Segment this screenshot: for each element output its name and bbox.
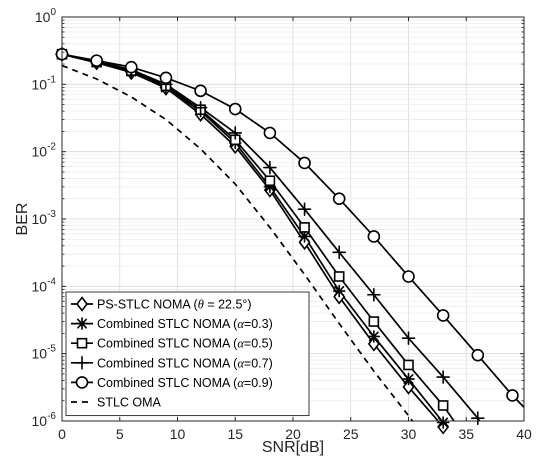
- legend-entry-6: STLC OMA: [97, 396, 162, 410]
- x-tick-label: 0: [58, 426, 66, 442]
- series-5-point: [471, 348, 485, 362]
- series-4-point: [228, 126, 243, 140]
- y-tick-label: 10-1: [32, 74, 57, 92]
- series-5-point: [506, 389, 519, 402]
- series-4-point: [332, 245, 346, 260]
- y-tick-label: 10-2: [32, 142, 57, 160]
- series-3-point: [403, 359, 414, 371]
- series-4-point: [193, 100, 208, 115]
- series-3-point: [437, 400, 449, 411]
- series-1-point: [367, 336, 380, 352]
- legend-marker-1: [75, 296, 89, 312]
- legend-entry-1: PS-STLC NOMA (θ = 22.5°): [97, 298, 252, 312]
- series-2-point: [298, 230, 311, 243]
- legend-marker-3: [76, 337, 88, 349]
- series-5-point: [332, 192, 346, 206]
- y-axis-label: BER: [14, 203, 31, 236]
- series-5-point: [298, 156, 311, 170]
- series-2-point: [402, 372, 415, 386]
- legend-entry-5: Combined STLC NOMA (α=0.9): [97, 376, 273, 390]
- series-5-point: [402, 270, 415, 283]
- x-tick-label: 20: [285, 426, 301, 442]
- series-3-point: [264, 175, 276, 187]
- series-line-6: [62, 64, 414, 421]
- legend-marker-4: [75, 356, 89, 370]
- x-tick-label: 40: [516, 426, 532, 442]
- series-5-point: [436, 309, 450, 322]
- series-1-point: [402, 379, 415, 395]
- legend: PS-STLC NOMA (θ = 22.5°) Combined STLC NO…: [65, 291, 310, 417]
- legend-marker-2: [75, 317, 89, 330]
- series-4-point: [471, 411, 485, 426]
- series-2-point: [367, 330, 381, 343]
- x-tick-label: 25: [343, 426, 359, 442]
- ticks: 0 5 10 15 20 25 30 35 40 100 10-1 10-2 10-3 10-4 10-5 1…: [32, 7, 532, 442]
- series-5-point: [194, 84, 207, 98]
- series-4-point: [436, 370, 450, 384]
- series-2-point: [332, 284, 346, 298]
- legend-marker-5: [75, 376, 89, 389]
- series-5-point: [367, 230, 381, 243]
- series-5-point: [125, 60, 138, 74]
- series-4-point: [367, 287, 381, 302]
- legend-entry-4: Combined STLC NOMA (α=0.7): [97, 356, 273, 370]
- y-tick-label: 10-3: [32, 209, 57, 227]
- series-5-point: [90, 54, 103, 67]
- legend-entry-2: Combined STLC NOMA (α=0.3): [97, 317, 273, 331]
- y-tick-label: 100: [35, 7, 57, 25]
- x-tick-label: 10: [170, 426, 186, 442]
- x-tick-label: 35: [458, 426, 474, 442]
- x-tick-label: 15: [227, 426, 243, 442]
- series-4-point: [263, 160, 277, 175]
- series-2-point: [263, 180, 277, 194]
- series-5-point: [228, 102, 242, 116]
- series-3-point: [333, 271, 345, 282]
- series-4-point: [297, 202, 312, 216]
- series-2-point: [436, 416, 450, 429]
- series-3-point: [368, 316, 380, 327]
- y-tick-label: 10-4: [32, 276, 57, 294]
- series-4-point: [401, 331, 416, 345]
- y-tick-label: 10-5: [32, 344, 57, 362]
- series-3-point: [299, 222, 310, 233]
- legend-entry-3: Combined STLC NOMA (α=0.5): [97, 337, 273, 351]
- x-tick-label: 30: [401, 426, 417, 442]
- series-5-point: [263, 126, 277, 140]
- legend-box: [65, 291, 310, 417]
- series-5-point: [159, 71, 173, 85]
- x-tick-label: 5: [116, 426, 124, 442]
- y-tick-label: 10-6: [32, 411, 57, 429]
- x-axis-label: SNR[dB]: [262, 439, 324, 456]
